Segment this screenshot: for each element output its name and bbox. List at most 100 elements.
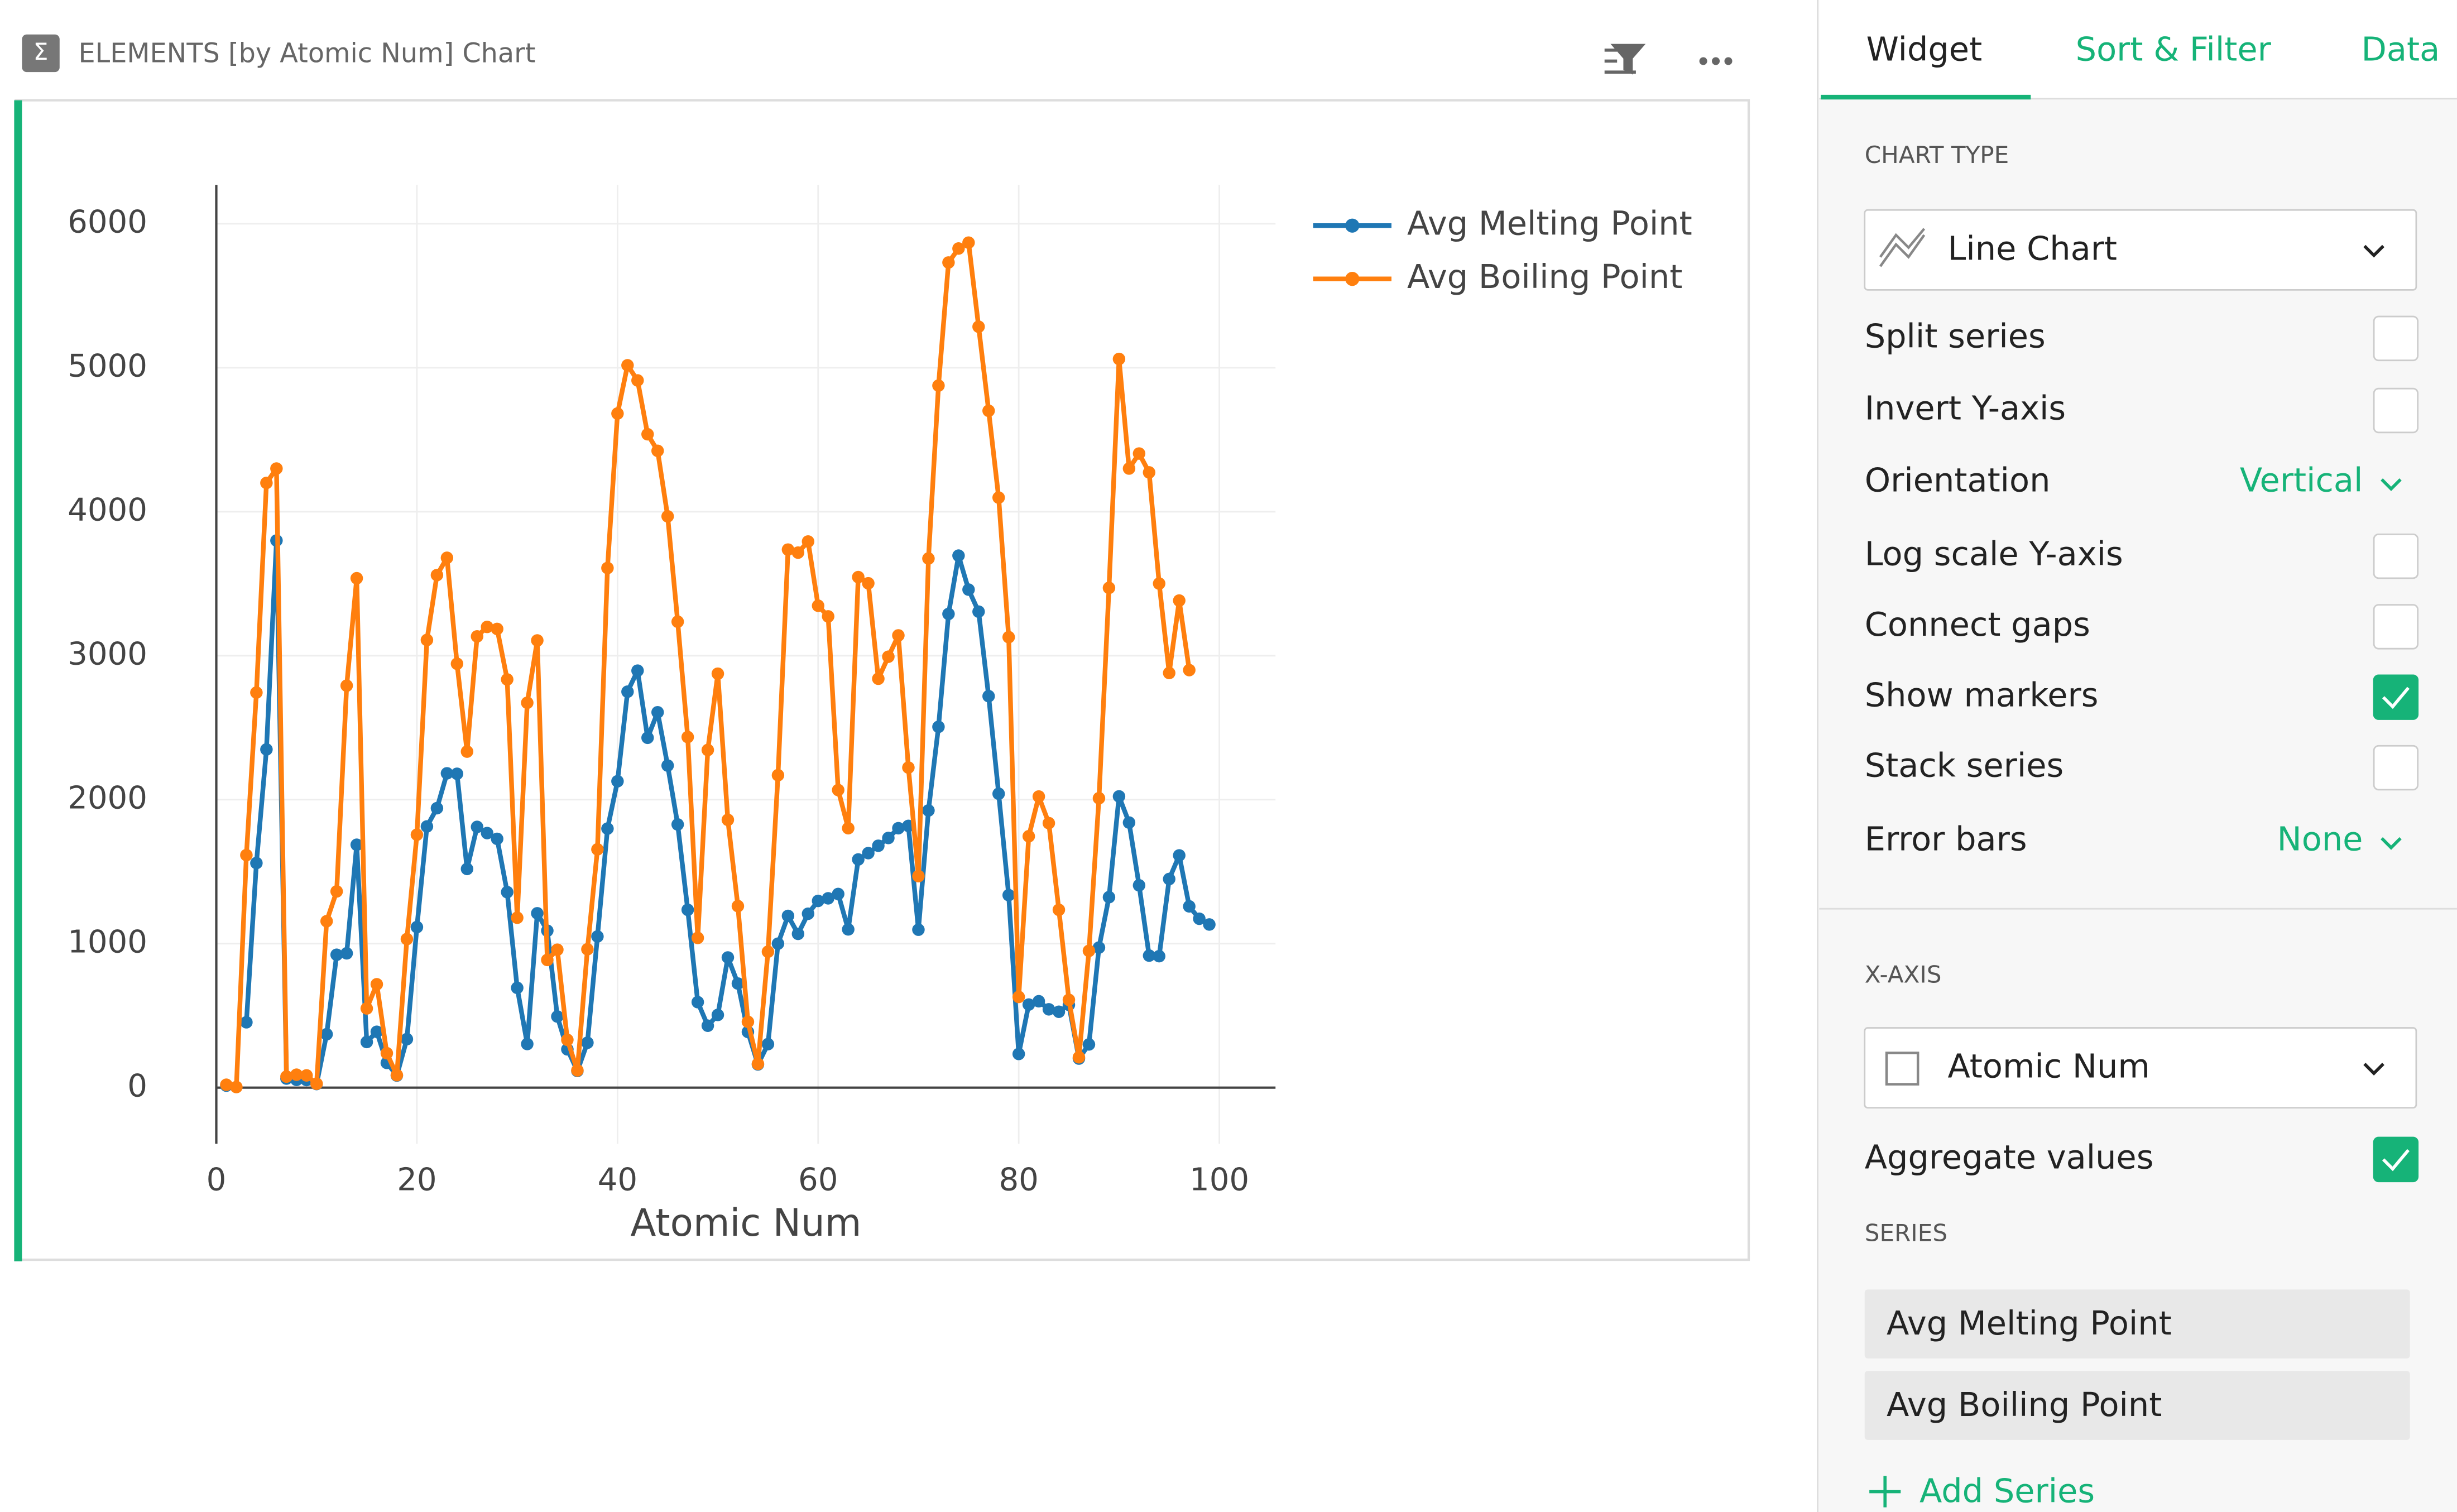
marker [992, 787, 1005, 800]
chevron [2381, 478, 2402, 491]
marker [992, 491, 1005, 504]
tab[interactable]: Widget [1866, 30, 1983, 69]
marker [430, 801, 444, 815]
marker [701, 743, 714, 756]
marker [842, 923, 855, 936]
marker [1153, 577, 1165, 590]
marker [260, 743, 273, 756]
legend-marker [1345, 272, 1360, 286]
x-tick-label: 60 [798, 1161, 838, 1198]
tab-bar [1819, 0, 2457, 99]
marker [892, 629, 905, 642]
marker [491, 832, 503, 846]
marker [240, 1016, 253, 1029]
marker [450, 767, 464, 780]
option-value[interactable]: Vertical [2240, 461, 2363, 500]
marker [982, 690, 995, 703]
marker [1002, 889, 1015, 902]
checkbox[interactable] [2373, 745, 2419, 791]
marker [601, 822, 614, 835]
series-item[interactable] [1864, 1371, 2410, 1440]
tab[interactable]: Sort & Filter [2076, 30, 2272, 69]
marker [1062, 993, 1076, 1006]
dropdown[interactable] [1864, 1027, 2417, 1109]
marker [400, 933, 414, 945]
marker [631, 374, 644, 387]
marker [511, 981, 524, 995]
marker [1092, 791, 1106, 805]
section-heading: SERIES [1865, 1220, 1947, 1247]
marker [250, 857, 263, 870]
x-tick-label: 80 [999, 1161, 1038, 1198]
marker [1072, 1051, 1086, 1064]
legend-label: Avg Boiling Point [1407, 257, 1682, 296]
marker [471, 630, 483, 643]
marker [701, 1019, 714, 1032]
y-tick-label: 2000 [68, 780, 147, 816]
marker [511, 911, 524, 924]
marker [781, 909, 795, 923]
checkbox[interactable] [2373, 674, 2419, 720]
marker [260, 477, 273, 489]
add-series[interactable]: Add Series [1919, 1471, 2095, 1510]
marker [892, 822, 905, 835]
marker [1052, 903, 1066, 916]
marker [1002, 631, 1015, 644]
marker [460, 745, 474, 758]
sigma-icon [22, 34, 60, 73]
marker [501, 886, 514, 899]
marker [1032, 995, 1045, 1008]
y-tick-label: 4000 [68, 492, 147, 528]
marker [370, 978, 383, 991]
marker [721, 813, 735, 827]
marker [912, 870, 925, 882]
marker [1163, 666, 1175, 679]
series-item[interactable] [1864, 1289, 2410, 1359]
y-tick-label: 5000 [68, 348, 147, 384]
marker [1102, 582, 1116, 594]
marker [791, 927, 805, 940]
marker [1183, 900, 1196, 913]
marker [1143, 466, 1156, 479]
marker [1203, 918, 1216, 931]
marker [1092, 941, 1106, 954]
marker [761, 945, 775, 958]
filter-icon[interactable] [1604, 44, 1646, 75]
marker [531, 907, 544, 920]
marker [410, 828, 424, 841]
marker [521, 696, 534, 709]
more-icon[interactable] [1699, 57, 1733, 65]
marker [1112, 352, 1126, 366]
marker [611, 775, 624, 788]
marker [621, 685, 634, 698]
marker [781, 543, 795, 556]
marker [330, 885, 343, 898]
checkbox[interactable] [2373, 315, 2419, 362]
marker [882, 650, 895, 663]
marker [1122, 816, 1136, 829]
tab[interactable]: Data [2361, 30, 2440, 69]
checkbox[interactable] [2373, 387, 2419, 434]
option-value[interactable]: None [2277, 820, 2363, 858]
marker [250, 686, 263, 699]
checkmark [2382, 1149, 2410, 1172]
checkbox[interactable] [2373, 533, 2419, 579]
marker [822, 610, 834, 623]
dropdown[interactable] [1864, 209, 2417, 291]
marker [651, 444, 664, 457]
marker [862, 577, 875, 590]
marker [1032, 790, 1045, 803]
legend-label: Avg Melting Point [1407, 204, 1692, 242]
marker [551, 943, 564, 956]
checkbox[interactable] [2373, 604, 2419, 650]
marker [420, 820, 434, 833]
marker [952, 549, 965, 562]
marker [350, 572, 363, 585]
marker [681, 903, 694, 916]
checkbox[interactable] [2373, 1136, 2419, 1183]
marker [440, 767, 454, 780]
marker [802, 535, 815, 548]
legend-marker [1345, 218, 1360, 233]
marker [541, 953, 554, 967]
marker [481, 827, 493, 839]
